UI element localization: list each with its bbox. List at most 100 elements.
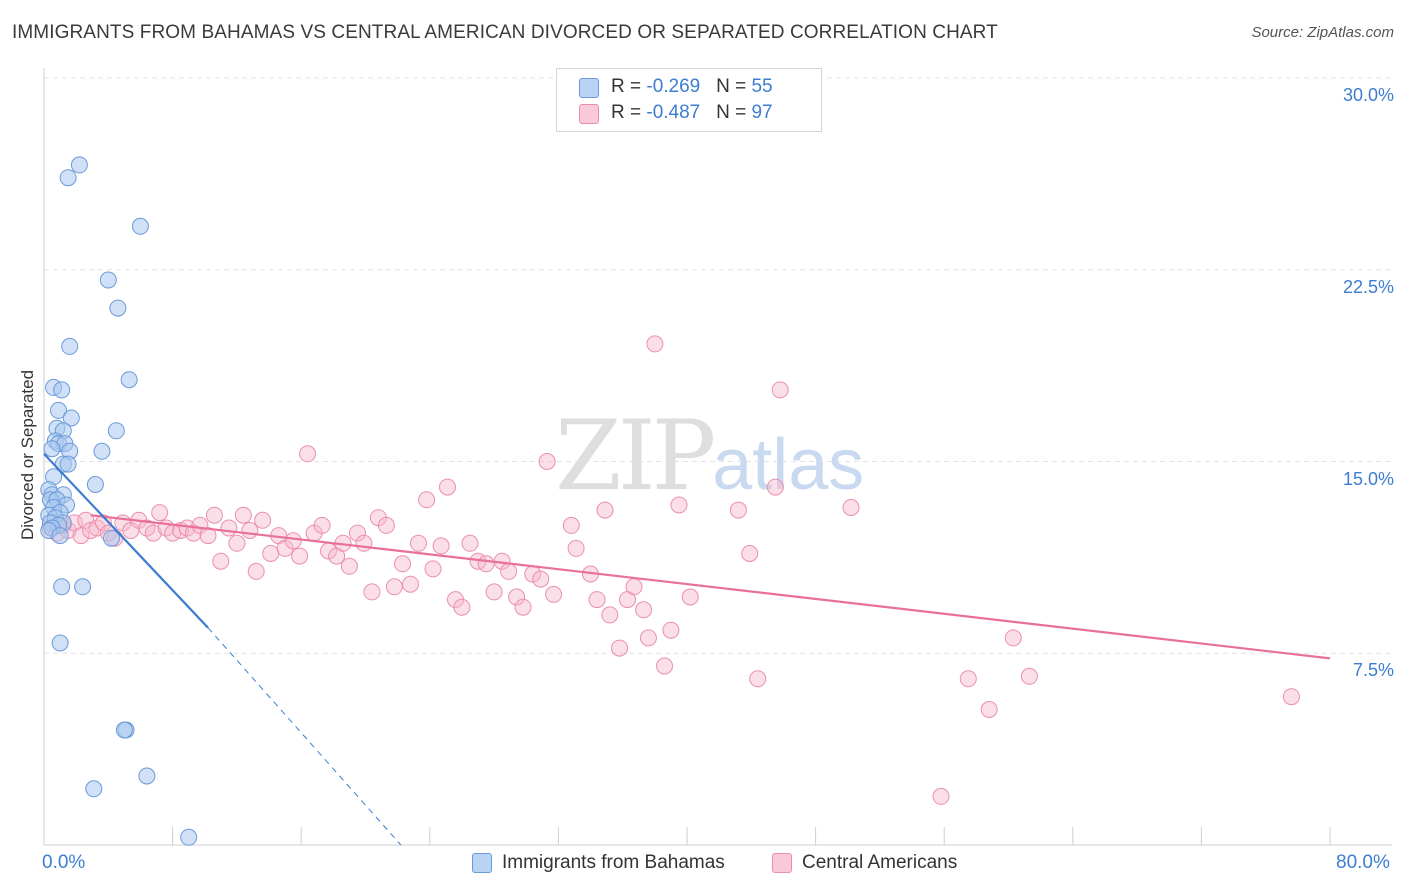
legend-r-value: -0.487: [646, 102, 701, 123]
series-swatch-pink: [772, 853, 792, 873]
central-americans-point: [562, 516, 580, 534]
watermark-atlas: atlas: [712, 425, 865, 505]
bahamas-point: [59, 455, 77, 473]
central-americans-point: [532, 570, 550, 588]
central-americans-point: [439, 478, 456, 496]
central-americans-point: [461, 534, 479, 552]
grid-lines: [44, 77, 1392, 654]
bahamas-point: [53, 578, 71, 596]
central-americans-point: [932, 787, 950, 805]
legend-n-value: 55: [751, 76, 773, 97]
central-americans-point: [205, 506, 223, 524]
central-americans-point: [313, 516, 331, 534]
central-americans-point: [220, 519, 238, 537]
bahamas-point: [74, 578, 92, 596]
central-americans-point: [241, 522, 259, 539]
central-americans-point: [749, 670, 767, 688]
central-americans-point: [596, 501, 614, 519]
bahamas-point: [62, 409, 80, 427]
central-americans-point: [656, 657, 673, 675]
central-americans-point: [588, 591, 606, 609]
bahamas-point: [120, 371, 138, 389]
central-americans-point: [284, 532, 302, 550]
central-americans-point: [625, 578, 643, 596]
central-americans-point: [453, 598, 471, 616]
axes: [43, 68, 1392, 846]
central-americans-point: [771, 381, 789, 399]
bahamas-point: [99, 271, 117, 289]
central-americans-point: [1282, 688, 1300, 706]
bahamas-point: [61, 337, 79, 355]
legend-swatch-pink: [579, 104, 599, 124]
central-americans-point: [410, 534, 427, 552]
central-americans-point: [681, 588, 699, 606]
central-americans-point: [500, 562, 518, 580]
bahamas-point: [109, 299, 127, 317]
central-americans-point: [741, 545, 759, 562]
series-name-bahamas: Immigrants from Bahamas: [502, 852, 725, 873]
y-axis-label: Divorced or Separated: [18, 369, 37, 541]
watermark-zip: ZIP: [555, 400, 716, 512]
legend-r-label: R =: [611, 102, 647, 123]
central-americans-point: [72, 527, 90, 545]
central-americans-point: [485, 583, 503, 601]
central-americans-point: [247, 562, 265, 580]
legend-n-label: N =: [716, 76, 752, 97]
central-americans-point: [394, 555, 411, 573]
bahamas-point: [53, 381, 71, 399]
legend-n-value: 97: [751, 102, 773, 123]
central-americans-point: [959, 670, 977, 688]
bahamas-point: [86, 476, 104, 493]
central-americans-point: [355, 534, 373, 552]
central-americans-point: [377, 516, 395, 534]
central-americans-point: [646, 335, 664, 353]
source-label: Source: ZipAtlas.com: [1251, 24, 1394, 41]
central-americans-point: [662, 621, 680, 639]
central-americans-point: [340, 557, 358, 575]
central-americans-point: [567, 539, 585, 557]
bahamas-trend-line: [43, 453, 209, 629]
central-americans-point: [538, 453, 556, 470]
bahamas-point: [50, 401, 67, 419]
central-americans-point: [635, 601, 653, 619]
bahamas-point: [70, 156, 88, 174]
central-americans-point: [766, 478, 784, 496]
central-americans-point: [363, 583, 381, 601]
bahamas-point: [59, 169, 77, 187]
bahamas-trend-extension: [207, 627, 402, 846]
central-americans-point: [228, 534, 246, 552]
central-americans-point: [601, 606, 619, 624]
central-americans-point: [199, 527, 217, 545]
central-americans-point: [234, 506, 252, 524]
central-americans-point: [670, 496, 688, 514]
central-americans-point: [514, 598, 532, 616]
central-americans-point: [291, 547, 309, 565]
correlation-legend: R = -0.269 N = 55 R = -0.487 N = 97: [556, 68, 822, 132]
y-tick-label: 30.0%: [1342, 85, 1394, 105]
central-americans-point: [385, 578, 403, 596]
central-americans-point: [299, 445, 317, 463]
bahamas-point: [51, 527, 69, 545]
bahamas-point: [43, 440, 61, 458]
bahamas-point: [93, 442, 111, 460]
trend-lines: [43, 453, 1331, 846]
bahamas-point: [103, 529, 120, 547]
central-americans-point: [545, 585, 563, 603]
central-americans-point: [611, 639, 628, 657]
y-tick-label: 22.5%: [1342, 276, 1394, 297]
bahamas-point: [107, 422, 125, 440]
watermark-logo: ZIPatlas: [555, 400, 864, 512]
bahamas-point: [85, 780, 103, 798]
central-americans-point: [144, 524, 162, 542]
bahamas-point: [138, 767, 156, 785]
series-legend: Immigrants from Bahamas Central American…: [0, 852, 1406, 878]
central-americans-point: [212, 552, 230, 570]
central-americans-point: [477, 555, 495, 573]
central-americans-trend-line: [90, 514, 1331, 660]
central-americans-point: [639, 629, 657, 647]
central-americans-point: [842, 499, 860, 516]
legend-n-label: N =: [716, 102, 752, 123]
central-americans-point: [1004, 629, 1022, 647]
x-tick-label-min: 0.0%: [42, 852, 86, 873]
central-americans-point: [1020, 667, 1038, 685]
